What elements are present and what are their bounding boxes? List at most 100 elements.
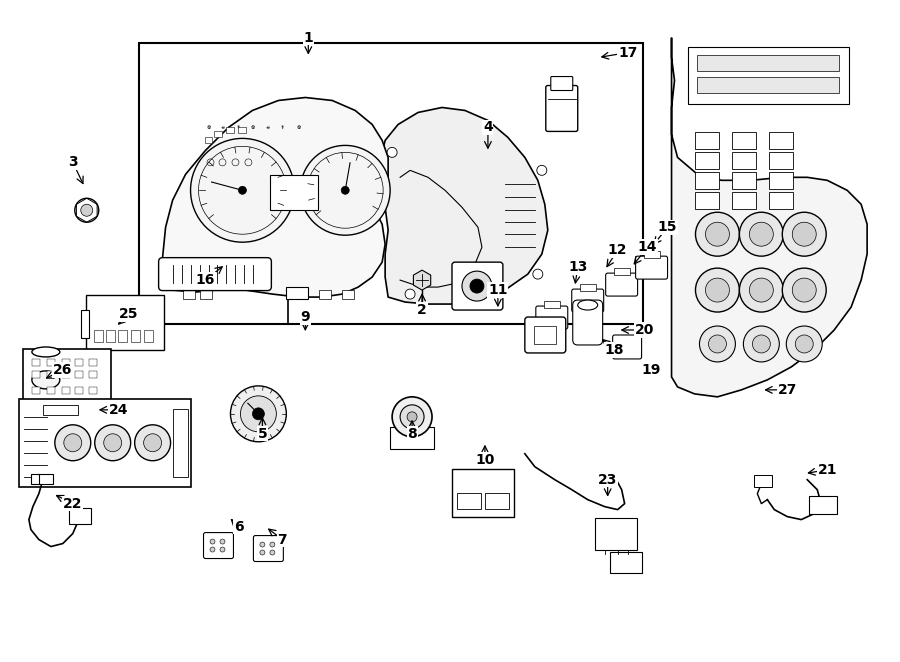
Bar: [22, 349, 111, 407]
Bar: [47, 387, 55, 394]
Bar: [62, 359, 70, 366]
FancyBboxPatch shape: [572, 289, 604, 312]
Circle shape: [104, 434, 122, 451]
Circle shape: [210, 539, 215, 544]
FancyBboxPatch shape: [572, 300, 603, 345]
Bar: [238, 127, 247, 134]
Bar: [86, 295, 164, 350]
Bar: [214, 132, 222, 138]
Circle shape: [750, 222, 773, 246]
Text: 18: 18: [605, 343, 625, 357]
Bar: [118, 330, 127, 342]
Polygon shape: [380, 107, 548, 304]
Bar: [130, 330, 140, 342]
Circle shape: [260, 550, 265, 555]
Bar: [770, 172, 793, 189]
Circle shape: [387, 148, 397, 158]
Circle shape: [220, 547, 225, 552]
Circle shape: [407, 412, 417, 422]
Circle shape: [210, 547, 215, 552]
Text: 21: 21: [817, 463, 837, 477]
Text: 2: 2: [418, 303, 427, 317]
Bar: [47, 371, 55, 378]
Circle shape: [144, 434, 162, 451]
Bar: [32, 359, 40, 366]
Circle shape: [270, 542, 274, 547]
Circle shape: [341, 186, 349, 194]
FancyBboxPatch shape: [545, 85, 578, 132]
Circle shape: [260, 542, 265, 547]
Text: 16: 16: [196, 273, 215, 287]
Text: 19: 19: [642, 363, 662, 377]
Circle shape: [405, 289, 415, 299]
Circle shape: [220, 539, 225, 544]
Circle shape: [533, 269, 543, 279]
Bar: [534, 326, 556, 344]
Bar: [200, 290, 212, 299]
Circle shape: [787, 326, 823, 362]
Text: 23: 23: [598, 473, 617, 487]
Bar: [47, 359, 55, 366]
Bar: [75, 359, 83, 366]
Circle shape: [301, 146, 390, 235]
Text: ☤: ☤: [237, 125, 240, 130]
Text: 13: 13: [568, 260, 588, 274]
Circle shape: [75, 199, 99, 222]
Text: ☢: ☢: [296, 125, 301, 130]
Bar: [688, 46, 850, 105]
Polygon shape: [163, 97, 388, 297]
Bar: [139, 42, 643, 324]
Bar: [698, 77, 839, 93]
Text: 3: 3: [68, 156, 77, 169]
Ellipse shape: [32, 347, 59, 357]
Bar: [733, 192, 756, 209]
Circle shape: [536, 166, 547, 175]
Bar: [62, 387, 70, 394]
FancyBboxPatch shape: [536, 306, 568, 329]
Bar: [68, 508, 91, 524]
Bar: [144, 330, 153, 342]
Circle shape: [230, 386, 286, 442]
Bar: [696, 192, 719, 209]
Circle shape: [392, 397, 432, 437]
Circle shape: [270, 550, 274, 555]
Bar: [696, 172, 719, 189]
Polygon shape: [413, 270, 431, 290]
Text: 26: 26: [53, 363, 73, 377]
Text: 7: 7: [277, 532, 287, 547]
Bar: [32, 371, 40, 378]
FancyBboxPatch shape: [203, 532, 233, 559]
Circle shape: [740, 213, 783, 256]
Text: 6: 6: [234, 520, 243, 534]
Ellipse shape: [32, 371, 59, 389]
Bar: [75, 371, 83, 378]
Ellipse shape: [578, 300, 598, 310]
FancyBboxPatch shape: [158, 258, 272, 291]
Bar: [173, 409, 187, 477]
Bar: [698, 54, 839, 71]
FancyBboxPatch shape: [606, 273, 637, 296]
Bar: [544, 301, 560, 308]
Text: 25: 25: [119, 307, 139, 321]
Text: ☢: ☢: [250, 125, 255, 130]
Circle shape: [706, 278, 729, 302]
Bar: [733, 152, 756, 169]
Bar: [75, 387, 83, 394]
Text: 12: 12: [608, 243, 627, 257]
Circle shape: [782, 268, 826, 312]
Bar: [809, 496, 837, 514]
Bar: [733, 172, 756, 189]
Circle shape: [191, 138, 294, 242]
Bar: [19, 399, 191, 487]
Text: 9: 9: [301, 310, 310, 324]
Bar: [754, 475, 772, 487]
Bar: [31, 474, 53, 484]
Polygon shape: [671, 38, 867, 397]
Bar: [696, 152, 719, 169]
Text: ☢: ☢: [206, 125, 211, 130]
Bar: [43, 405, 77, 415]
Circle shape: [135, 425, 171, 461]
Text: 15: 15: [658, 220, 678, 234]
Bar: [227, 127, 235, 134]
Bar: [32, 360, 59, 388]
